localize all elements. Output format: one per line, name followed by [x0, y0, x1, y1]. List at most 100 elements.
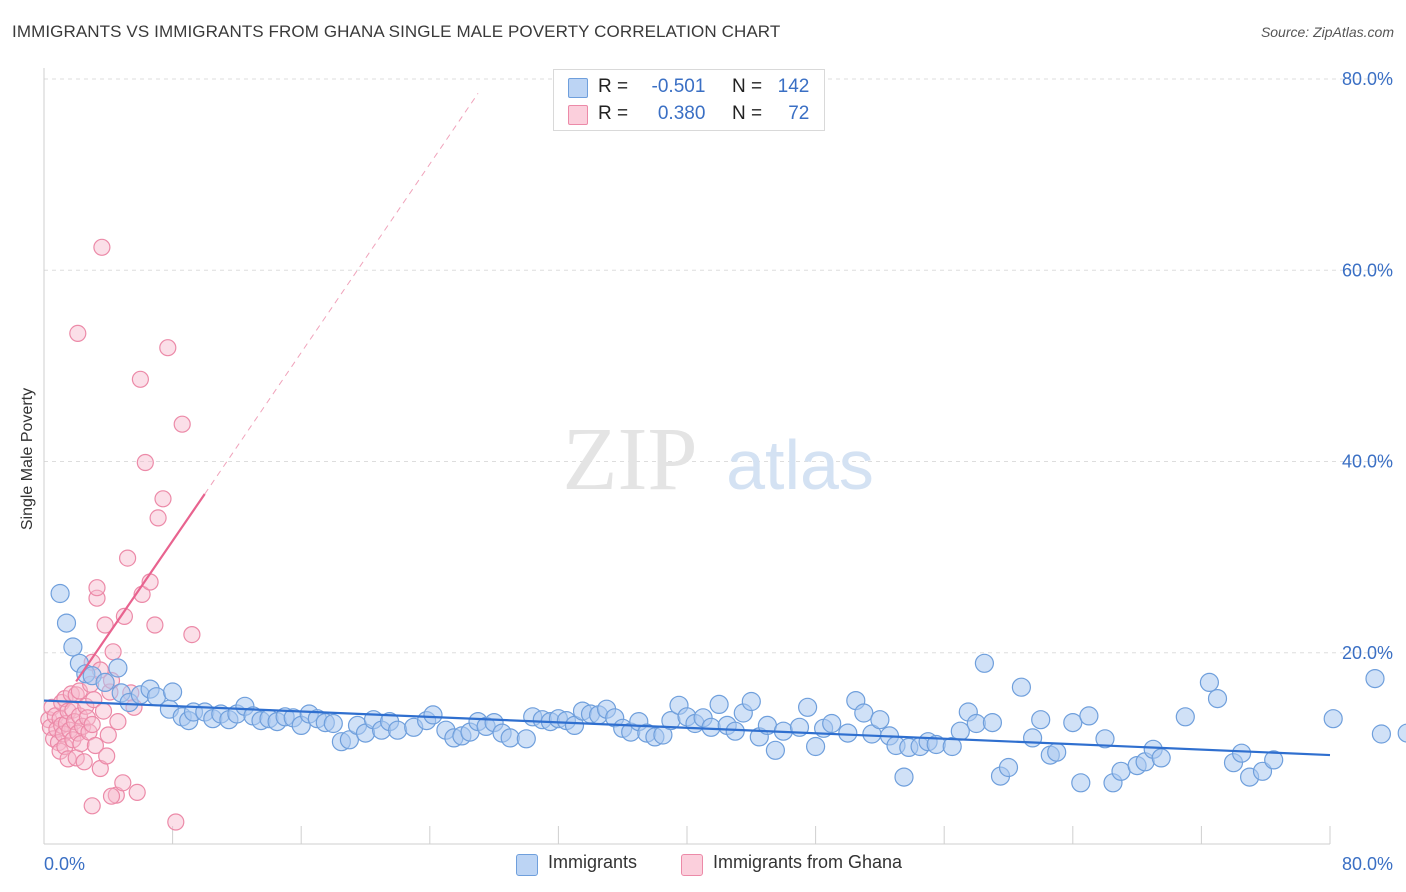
data-point [765, 740, 786, 760]
legend-text: R = 0.380 N = 72 [598, 103, 810, 124]
data-point [1079, 706, 1099, 726]
data-point [50, 583, 70, 604]
legend-n-value: 142 [777, 76, 810, 97]
data-point [1397, 723, 1406, 743]
chart-title: IMMIGRANTS VS IMMIGRANTS FROM GHANA SING… [12, 22, 781, 41]
data-point [1151, 748, 1171, 768]
bottom-legend-swatch-blue [516, 854, 538, 876]
data-point [854, 703, 874, 723]
data-point [63, 637, 83, 657]
data-point [131, 370, 149, 388]
y-tick-label: 20.0% [1342, 643, 1393, 663]
legend-r-value: 0.380 [657, 103, 706, 124]
bottom-legend-label: Immigrants from Ghana [713, 852, 903, 872]
bottom-legend-swatch-pink [681, 854, 703, 876]
data-point [183, 625, 201, 644]
legend-r-value: -0.501 [651, 76, 706, 97]
data-point [83, 715, 101, 734]
data-point [500, 728, 520, 748]
data-point [1371, 724, 1392, 744]
data-point [1063, 712, 1083, 733]
axes-layer [43, 68, 1331, 845]
grid-layer [44, 78, 1395, 654]
legend-text: R = -0.501 N = 142 [598, 76, 810, 97]
x-tick-label: 80.0% [1342, 854, 1393, 874]
data-point [99, 726, 117, 744]
data-point [1095, 729, 1115, 749]
data-point [102, 787, 121, 805]
data-point [1047, 742, 1067, 762]
data-point [128, 783, 146, 802]
y-axis-label: Single Male Poverty [19, 387, 36, 531]
series-immigrants-from-ghana [40, 238, 201, 831]
data-point [1071, 773, 1091, 793]
legend-n-value: 72 [788, 103, 810, 124]
data-point [982, 712, 1003, 733]
data-point [1031, 710, 1051, 730]
tick-labels: 20.0% 40.0% 60.0% 80.0% 0.0% 80.0% [44, 69, 1393, 874]
data-point [894, 767, 914, 787]
trend-line-ghana-extended [204, 93, 479, 495]
trend-layer [43, 93, 1331, 757]
data-point [83, 797, 101, 815]
source-label: Source: ZipAtlas.com [1260, 24, 1394, 40]
data-point [516, 729, 536, 749]
data-point [1199, 672, 1220, 693]
data-point [88, 579, 106, 597]
data-point [966, 713, 986, 734]
y-tick-label: 60.0% [1342, 260, 1393, 280]
data-point [1264, 750, 1284, 770]
data-point [94, 702, 113, 720]
data-point [339, 730, 359, 750]
data-point [86, 736, 105, 755]
series-immigrants [50, 583, 1406, 793]
data-point [1365, 668, 1385, 689]
data-point [1252, 761, 1273, 781]
data-point [56, 613, 77, 633]
data-point [388, 720, 408, 740]
data-point [96, 616, 114, 634]
data-point [69, 324, 87, 342]
data-point [1207, 688, 1228, 709]
data-point [870, 710, 890, 730]
data-point [709, 694, 729, 715]
watermark: ZIP atlas [563, 410, 874, 509]
watermark-zip: ZIP [563, 410, 698, 509]
data-point [838, 723, 858, 743]
trend-line-immigrants [43, 699, 1331, 757]
data-point [159, 339, 177, 357]
data-point [173, 415, 191, 433]
data-point [118, 549, 137, 567]
data-point [1022, 728, 1043, 748]
data-point [146, 616, 164, 634]
data-point [108, 658, 128, 678]
data-point [1111, 761, 1131, 781]
data-point [163, 682, 183, 702]
data-point [1175, 707, 1195, 727]
data-point [1011, 677, 1032, 697]
data-point [93, 238, 111, 256]
data-point [109, 712, 127, 731]
x-tick-label: 0.0% [44, 854, 85, 874]
data-point [1323, 709, 1343, 729]
data-point [942, 736, 962, 757]
watermark-atlas: atlas [726, 426, 874, 504]
data-point [98, 747, 116, 765]
data-point [323, 713, 343, 734]
data-point [167, 813, 185, 831]
data-point [154, 490, 172, 508]
data-point [822, 713, 842, 734]
data-point [1231, 743, 1252, 763]
correlation-legend: R = -0.501 N = 142 R = 0.380 N = 72 [553, 69, 825, 131]
data-point [423, 705, 443, 725]
data-point [805, 736, 826, 757]
data-point [741, 691, 761, 712]
y-tick-label: 40.0% [1342, 452, 1393, 472]
data-point [950, 721, 970, 741]
data-point [114, 774, 132, 792]
data-point [797, 697, 818, 717]
y-tick-label: 80.0% [1342, 69, 1393, 89]
data-point [95, 672, 115, 693]
data-point [701, 717, 721, 737]
